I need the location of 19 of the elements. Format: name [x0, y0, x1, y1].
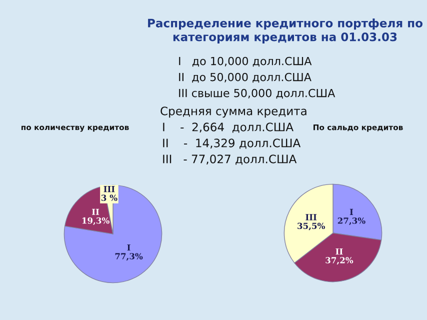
slice-label: III [306, 214, 317, 220]
slice-label: II [336, 248, 343, 255]
text: II - 14,329 долл.США [163, 138, 301, 149]
data-label: 37,2% [326, 257, 354, 265]
slice-label: I [127, 244, 130, 251]
slice-label: I [350, 208, 354, 215]
pie-slice [64, 184, 162, 284]
text: I - 2,664 долл.США [163, 122, 294, 133]
text: I до 10,000 долл.США [179, 56, 312, 67]
text: III - 77,027 долл.США [163, 154, 297, 165]
text: II до 50,000 долл.США [179, 72, 312, 83]
text: III свыше 50,000 долл.США [179, 88, 336, 99]
text: Распределение кредитного портфеля по категориям кредитов на 01.03.03 [148, 18, 422, 44]
text: Средняя сумма кредита [160, 106, 306, 118]
data-label: 27,3% [338, 218, 366, 226]
data-label: 19,3% [82, 217, 110, 225]
data-label: 35,5% [298, 222, 325, 230]
data-label: 77,3% [115, 253, 143, 261]
slice-label: II [92, 208, 100, 215]
